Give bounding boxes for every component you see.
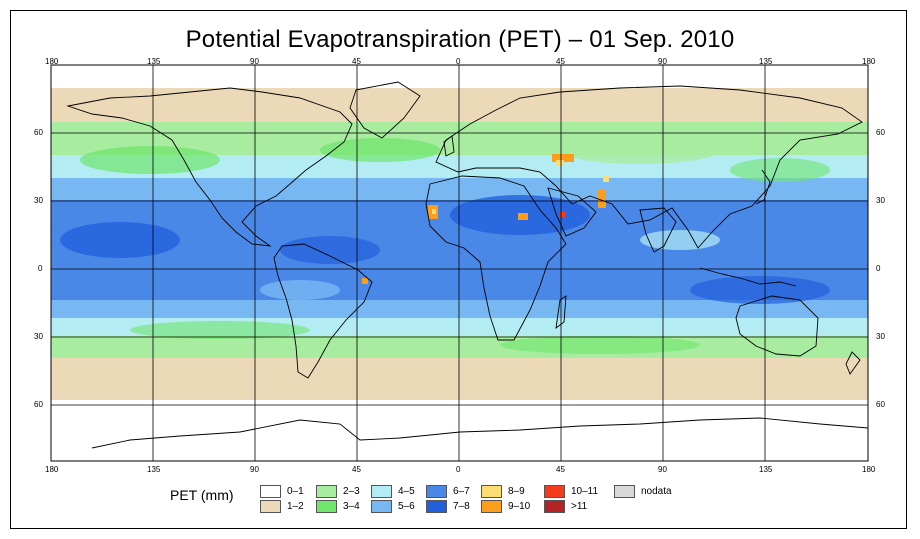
- lon-tick-top: 45: [352, 57, 361, 66]
- legend-label: 4–5: [398, 486, 415, 497]
- coast-indonesia: [699, 267, 797, 287]
- band-tan-south: [51, 358, 868, 400]
- legend-label: 8–9: [508, 486, 525, 497]
- legend-swatch: [260, 485, 281, 498]
- legend-swatch: [614, 485, 635, 498]
- coast-eurasia: [435, 85, 863, 249]
- map-title: Potential Evapotranspiration (PET) – 01 …: [185, 26, 735, 53]
- lon-tick-bottom: 90: [250, 465, 259, 474]
- legend-swatch: [544, 500, 565, 513]
- legend-label: 0–1: [287, 486, 304, 497]
- legend-swatch: [426, 485, 447, 498]
- figure-frame: [10, 10, 907, 529]
- lon-tick-top: 180: [45, 57, 59, 66]
- legend-swatch: [371, 500, 392, 513]
- coast-japan: [755, 169, 771, 205]
- legend-swatch: [316, 500, 337, 513]
- legend-label: >11: [571, 501, 588, 512]
- legend-label: 3–4: [343, 501, 360, 512]
- legend-swatch: [481, 485, 502, 498]
- legend-label: 1–2: [287, 501, 304, 512]
- legend-label: 9–10: [508, 501, 531, 512]
- lat-tick-left: 60: [34, 400, 43, 409]
- legend-swatch: [316, 485, 337, 498]
- coast-australia: [735, 295, 819, 357]
- legend-label: 7–8: [453, 501, 470, 512]
- legend-swatch: [426, 500, 447, 513]
- lat-tick-left: 60: [34, 128, 43, 137]
- coast-india: [639, 207, 677, 253]
- lon-tick-bottom: 0: [456, 465, 461, 474]
- lat-tick-right: 0: [876, 264, 881, 273]
- legend-label: 5–6: [398, 501, 415, 512]
- lon-tick-top: 135: [147, 57, 161, 66]
- lon-tick-bottom: 135: [147, 465, 161, 474]
- lon-tick-top: 90: [250, 57, 259, 66]
- lon-tick-top: 45: [556, 57, 565, 66]
- coast-new-zealand: [845, 351, 861, 375]
- lat-tick-left: 0: [38, 264, 43, 273]
- legend-swatch: [481, 500, 502, 513]
- coast-arabia: [547, 187, 597, 237]
- legend-label: 2–3: [343, 486, 360, 497]
- legend-swatch: [260, 500, 281, 513]
- coast-antarctica: [91, 417, 868, 449]
- band-tan-north: [51, 88, 868, 128]
- lon-tick-bottom: 45: [352, 465, 361, 474]
- coast-africa: [425, 175, 567, 341]
- lat-tick-left: 30: [34, 196, 43, 205]
- coast-north-america: [66, 87, 353, 247]
- legend-label: 6–7: [453, 486, 470, 497]
- lon-tick-top: 0: [456, 57, 461, 66]
- coast-south-america: [273, 243, 373, 379]
- lon-tick-bottom: 180: [862, 465, 876, 474]
- map-border: [50, 64, 869, 462]
- legend-label: nodata: [641, 486, 672, 497]
- lon-tick-bottom: 180: [45, 465, 59, 474]
- legend-swatch: [371, 485, 392, 498]
- legend-label: 10–11: [571, 486, 599, 497]
- lon-tick-top: 180: [862, 57, 876, 66]
- coast-greenland: [349, 81, 421, 139]
- legend-title: PET (mm): [170, 487, 234, 503]
- band-green-south: [51, 336, 868, 362]
- lon-tick-top: 90: [658, 57, 667, 66]
- lon-tick-bottom: 45: [556, 465, 565, 474]
- lat-tick-right: 60: [876, 128, 885, 137]
- lat-tick-right: 30: [876, 332, 885, 341]
- lat-tick-left: 30: [34, 332, 43, 341]
- lon-tick-bottom: 135: [759, 465, 773, 474]
- lon-tick-bottom: 90: [658, 465, 667, 474]
- legend-swatch: [544, 485, 565, 498]
- coast-uk: [443, 135, 455, 157]
- lat-tick-right: 30: [876, 196, 885, 205]
- lat-tick-right: 60: [876, 400, 885, 409]
- lon-tick-top: 135: [759, 57, 773, 66]
- coast-madagascar: [555, 295, 567, 330]
